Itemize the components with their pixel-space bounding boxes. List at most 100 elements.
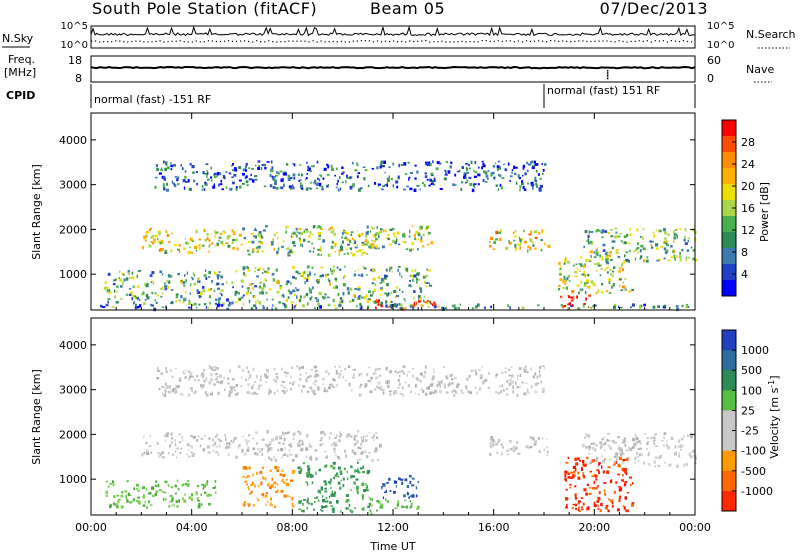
echo-cell — [340, 299, 344, 303]
echo-cell — [571, 299, 574, 302]
echo-cell — [374, 247, 377, 250]
nsearch-dot — [594, 40, 596, 42]
echo-cell — [290, 235, 293, 238]
echo-cell — [572, 304, 574, 308]
echo-cell — [600, 231, 604, 234]
echo-cell — [122, 273, 125, 276]
echo-cell — [256, 299, 259, 302]
echo-cell — [222, 230, 226, 233]
echo-cell — [313, 501, 316, 503]
echo-cell — [474, 306, 477, 309]
echo-cell — [634, 257, 637, 261]
echo-cell — [423, 295, 426, 298]
echo-cell — [142, 504, 146, 507]
freq-label: Freq. — [8, 53, 35, 66]
echo-cell — [585, 279, 590, 283]
echo-cell — [129, 501, 133, 504]
echo-cell — [291, 497, 294, 501]
echo-cell — [501, 451, 503, 455]
echo-cell — [237, 447, 239, 450]
echo-cell — [282, 442, 285, 445]
echo-cell — [426, 387, 429, 390]
echo-cell — [563, 275, 566, 279]
echo-cell — [191, 240, 195, 242]
echo-cell — [474, 369, 477, 373]
echo-cell — [439, 188, 443, 190]
echo-cell — [380, 503, 384, 506]
echo-cell — [282, 294, 285, 298]
echo-cell — [193, 274, 196, 277]
echo-cell — [248, 178, 252, 181]
colorbar-tick-label: 12 — [741, 224, 755, 237]
echo-cell — [165, 370, 168, 374]
echo-cell — [673, 232, 677, 237]
echo-cell — [429, 383, 433, 387]
echo-cell — [412, 306, 415, 310]
echo-cell — [319, 174, 321, 177]
echo-cell — [219, 232, 223, 235]
echo-cell — [383, 491, 387, 494]
echo-cell — [443, 366, 445, 368]
echo-cell — [337, 292, 340, 297]
echo-cell — [235, 455, 238, 459]
echo-cell — [155, 490, 159, 493]
echo-cell — [541, 163, 543, 166]
echo-cell — [160, 372, 164, 376]
echo-cell — [484, 171, 488, 175]
echo-cell — [541, 365, 544, 367]
echo-cell — [495, 376, 497, 378]
echo-cell — [168, 444, 171, 448]
echo-cell — [184, 237, 187, 240]
colorbar-tick-label: -100 — [741, 445, 766, 458]
echo-cell — [302, 271, 305, 275]
echo-cell — [613, 490, 616, 494]
echo-cell — [167, 285, 170, 289]
echo-cell — [395, 286, 398, 289]
echo-cell — [618, 485, 620, 488]
echo-cell — [218, 183, 220, 187]
echo-cell — [413, 274, 417, 278]
echo-cell — [298, 470, 302, 474]
echo-cell — [687, 256, 690, 259]
echo-cell — [261, 250, 264, 253]
echo-cell — [306, 474, 309, 478]
echo-cell — [282, 474, 286, 478]
echo-cell — [334, 474, 337, 478]
nsearch-dot — [284, 41, 286, 43]
echo-cell — [320, 253, 322, 256]
echo-cell — [265, 225, 268, 228]
echo-cell — [500, 384, 504, 387]
echo-cell — [414, 392, 416, 395]
echo-cell — [354, 270, 356, 272]
echo-cell — [388, 370, 393, 374]
echo-cell — [325, 497, 328, 500]
echo-cell — [237, 365, 241, 368]
echo-cell — [581, 508, 584, 511]
nsky-tick-top: 10^5 — [61, 21, 88, 32]
echo-cell — [558, 261, 561, 265]
echo-cell — [649, 240, 652, 243]
echo-cell — [285, 230, 287, 234]
echo-cell — [371, 436, 374, 439]
echo-cell — [443, 177, 447, 181]
echo-cell — [261, 164, 264, 166]
echo-cell — [433, 303, 437, 307]
echo-cell — [526, 388, 529, 391]
echo-cell — [377, 458, 379, 461]
echo-cell — [474, 161, 477, 165]
freq-tick-top: 18 — [68, 54, 82, 67]
echo-cell — [296, 231, 299, 233]
echo-cell — [240, 279, 244, 283]
echo-cell — [317, 231, 322, 235]
echo-cell — [246, 184, 249, 187]
echo-cell — [133, 295, 137, 297]
echo-cell — [182, 483, 185, 486]
echo-cell — [170, 168, 173, 171]
echo-cell — [154, 484, 158, 487]
echo-cell — [407, 370, 411, 373]
echo-cell — [314, 179, 317, 183]
echo-cell — [478, 369, 481, 372]
colorbar-swatch — [722, 410, 736, 431]
nsearch-dot — [240, 40, 242, 42]
echo-cell — [683, 238, 686, 242]
